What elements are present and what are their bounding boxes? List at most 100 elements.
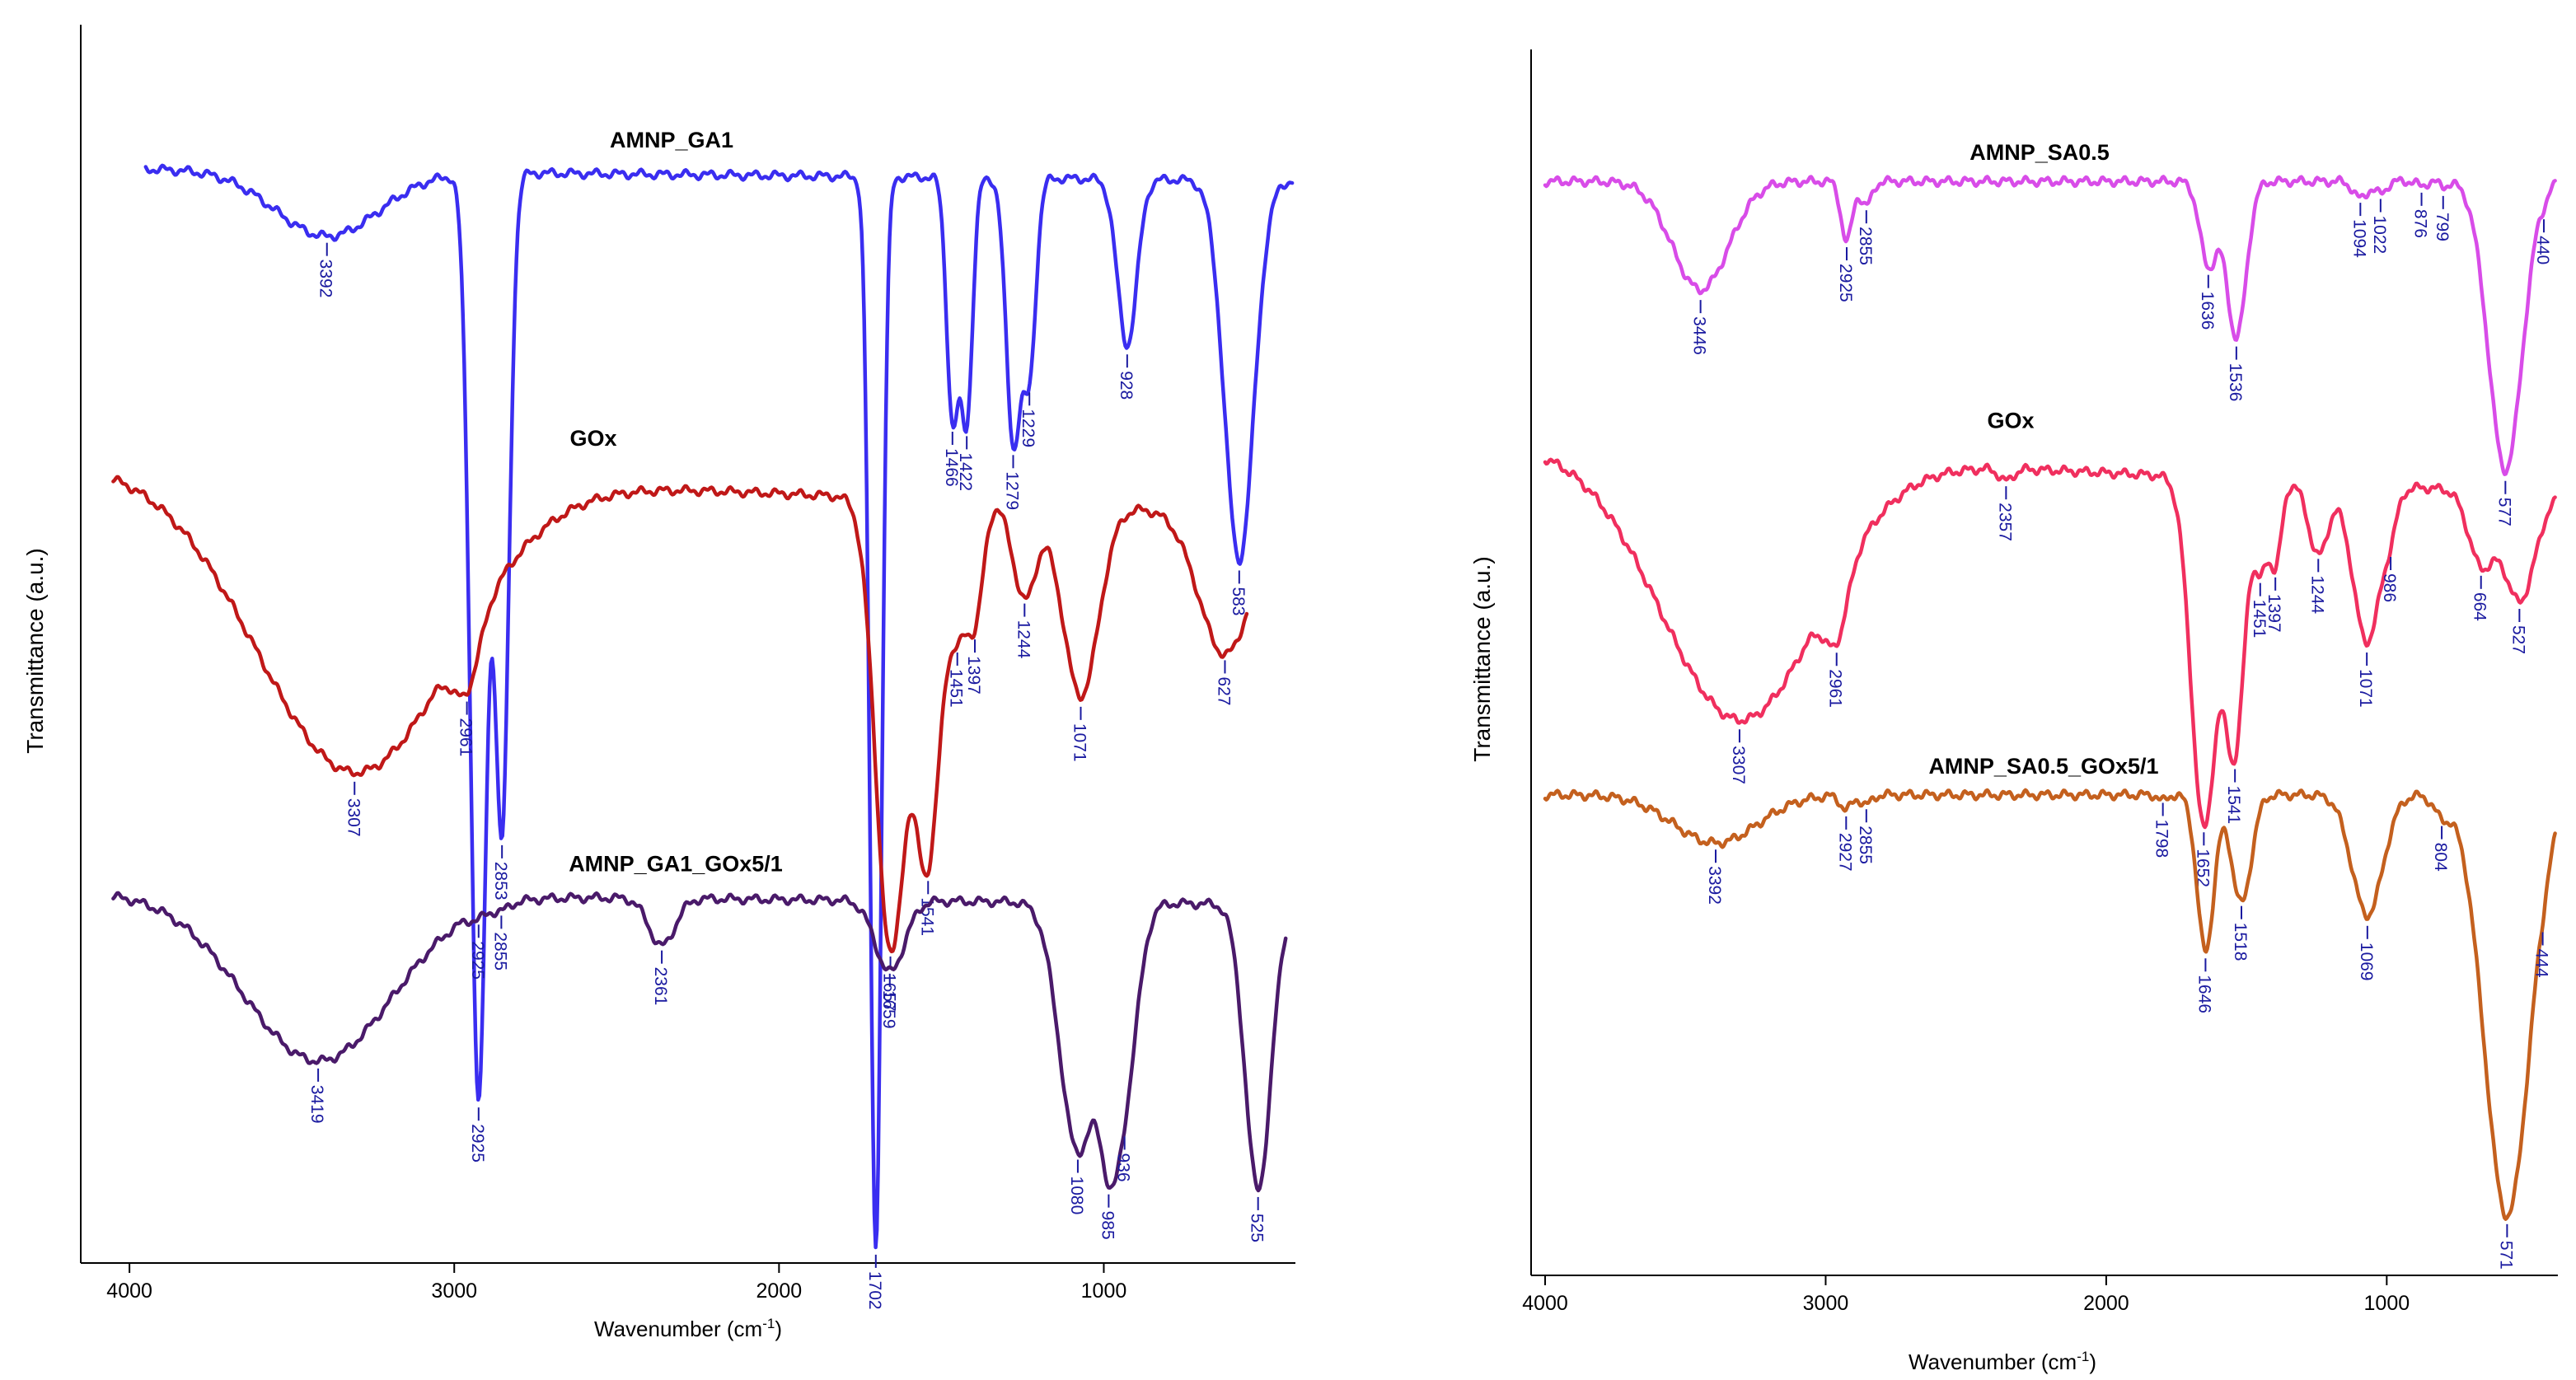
peak-value: 3392	[316, 260, 335, 298]
peak-value: 1541	[917, 897, 936, 936]
trace-amnp-ga1-gox5-1	[111, 891, 1288, 1193]
x-tick-label-1000: 1000	[1081, 1279, 1127, 1303]
peak-label-577: 577	[2494, 480, 2513, 526]
peak-value: 2855	[1856, 227, 1875, 265]
peak-label-2961: 2961	[1826, 653, 1845, 708]
peak-value: 1536	[2226, 363, 2245, 402]
peak-label-2925: 2925	[1836, 247, 1855, 302]
y-axis-label: Transmittance (a.u.)	[22, 548, 48, 753]
peak-value: 1397	[964, 656, 983, 695]
peak-label-2855: 2855	[490, 915, 509, 971]
x-ticks: 4000 3000 2000 1000	[106, 1263, 1126, 1303]
peak-label-799: 799	[2433, 195, 2452, 241]
peak-value: 444	[2532, 949, 2551, 978]
peak-value: 799	[2433, 213, 2452, 241]
peak-label-583: 583	[1229, 570, 1248, 615]
peak-value: 1022	[2370, 215, 2389, 254]
peak-label-1071: 1071	[1070, 706, 1089, 762]
peak-value: 627	[1214, 676, 1233, 705]
trace-gox	[1543, 457, 2557, 830]
peak-value: 2925	[468, 1124, 487, 1162]
peak-value: 2855	[1856, 826, 1875, 864]
peak-value: 3307	[1729, 746, 1748, 784]
peak-label-2855: 2855	[1856, 809, 1875, 864]
peak-value: 1466	[942, 448, 961, 487]
peak-label-1636: 1636	[2198, 274, 2217, 330]
peak-value: 1244	[1014, 620, 1033, 659]
peak-label-936: 936	[1114, 1136, 1133, 1182]
peak-label-525: 525	[1248, 1196, 1267, 1242]
peak-value: 928	[1117, 371, 1136, 400]
peak-label-1244: 1244	[1014, 603, 1033, 659]
series-title-amnp-sa0-5: AMNP_SA0.5	[1969, 140, 2110, 165]
peak-label-1541: 1541	[917, 881, 936, 936]
peak-value: 1659	[879, 990, 898, 1029]
peak-label-1518: 1518	[2231, 905, 2250, 961]
peak-value: 1071	[2356, 669, 2375, 708]
peak-label-3446: 3446	[1690, 300, 1709, 355]
peak-label-440: 440	[2533, 219, 2552, 264]
y-axis-label: Transmittance (a.u.)	[1469, 556, 1495, 761]
peak-value: 1229	[1019, 409, 1037, 447]
peak-label-3307: 3307	[1729, 729, 1748, 784]
peak-value: 1451	[947, 669, 966, 708]
peak-label-527: 527	[2508, 609, 2527, 654]
peak-value: 1422	[956, 452, 975, 491]
x-tick-label-1000: 1000	[2364, 1292, 2410, 1315]
peak-value: 1071	[1070, 723, 1089, 762]
peak-value: 1080	[1067, 1177, 1086, 1215]
peak-value: 804	[2431, 843, 2450, 872]
peak-label-1702: 1702	[865, 1254, 884, 1310]
series-amnp-sa0-5-gox5-1: AMNP_SA0.5_GOx5/1 3392 2927 2855 1798 1646 151…	[1543, 754, 2557, 1270]
peak-label-1244: 1244	[2307, 559, 2326, 614]
peak-label-804: 804	[2431, 826, 2450, 872]
peak-value: 1646	[2194, 975, 2213, 1013]
peak-label-1652: 1652	[2193, 832, 2212, 887]
peak-value: 2357	[1995, 503, 2014, 541]
peak-value: 1244	[2307, 575, 2326, 614]
peak-value: 3307	[344, 798, 363, 837]
peak-label-1080: 1080	[1067, 1159, 1086, 1215]
peak-label-2855: 2855	[1856, 210, 1875, 265]
peak-label-2357: 2357	[1995, 486, 2014, 541]
peak-value: 1636	[2198, 292, 2217, 330]
peak-value: 1657	[880, 973, 899, 1012]
peak-label-1397: 1397	[2265, 577, 2283, 633]
peak-value: 986	[2380, 573, 2399, 602]
peak-value: 936	[1114, 1153, 1133, 1181]
peak-label-2961: 2961	[457, 701, 475, 756]
x-tick-label-2000: 2000	[2083, 1292, 2129, 1315]
peak-label-1071: 1071	[2356, 652, 2375, 708]
peak-label-2361: 2361	[651, 950, 670, 1006]
peak-value: 876	[2411, 209, 2430, 238]
peak-label-2927: 2927	[1835, 816, 1854, 872]
x-tick-label-4000: 4000	[106, 1279, 152, 1303]
peak-label-1798: 1798	[2152, 802, 2171, 858]
peak-value: 1798	[2152, 819, 2171, 858]
peak-value: 2361	[651, 967, 670, 1006]
peak-value: 1652	[2193, 849, 2212, 887]
peak-label-1659: 1659	[879, 973, 898, 1029]
peak-label-2925: 2925	[468, 924, 487, 980]
peak-value: 440	[2533, 236, 2552, 264]
peak-label-2925: 2925	[468, 1107, 487, 1162]
peak-label-2853: 2853	[491, 844, 510, 901]
peak-label-1422: 1422	[956, 436, 975, 491]
peak-label-1022: 1022	[2370, 199, 2389, 254]
x-axis-label: Wavenumber (cm-1)	[594, 1316, 782, 1341]
peak-label-1069: 1069	[2357, 925, 2376, 981]
peak-label-627: 627	[1214, 660, 1233, 705]
peak-value: 1094	[2349, 219, 2368, 258]
peak-label-664: 664	[2471, 575, 2489, 621]
peak-label-3307: 3307	[344, 781, 363, 837]
series-title-gox: GOx	[1987, 408, 2034, 433]
series-title-amnp-ga1-gox5-1: AMNP_GA1_GOx5/1	[569, 852, 783, 877]
peak-value: 525	[1248, 1214, 1267, 1242]
trace-amnp-sa0-5	[1543, 175, 2557, 476]
